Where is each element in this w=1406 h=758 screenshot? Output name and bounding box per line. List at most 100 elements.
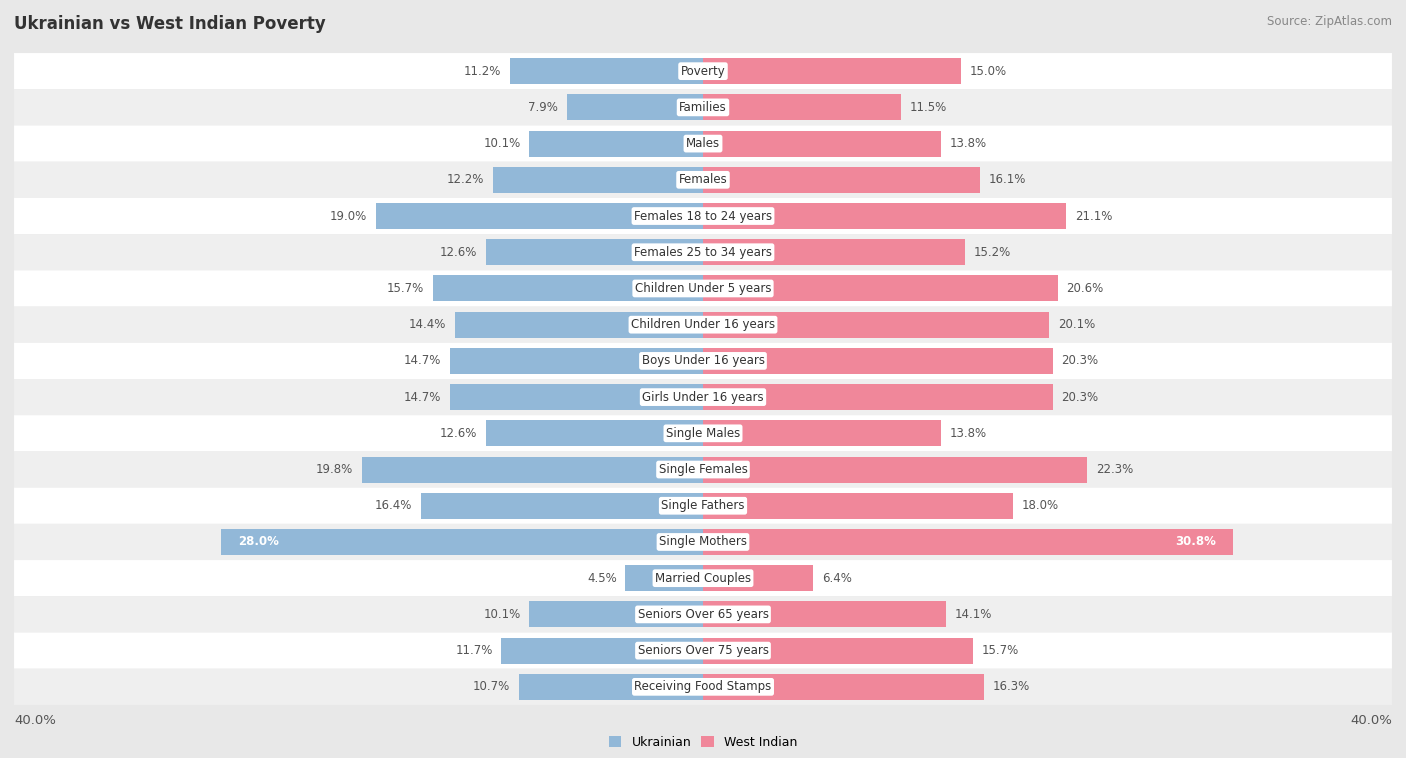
Bar [510,58,703,84]
Bar [567,94,703,121]
Bar [456,312,703,338]
Text: 14.7%: 14.7% [404,355,441,368]
Bar [420,493,703,518]
Text: 18.0%: 18.0% [1022,500,1059,512]
Bar [703,348,1053,374]
Bar [703,240,965,265]
Text: Seniors Over 65 years: Seniors Over 65 years [637,608,769,621]
Legend: Ukrainian, West Indian: Ukrainian, West Indian [605,731,801,754]
FancyBboxPatch shape [14,669,1392,705]
Bar [529,601,703,628]
Text: 13.8%: 13.8% [949,427,987,440]
Text: Boys Under 16 years: Boys Under 16 years [641,355,765,368]
FancyBboxPatch shape [14,560,1392,597]
FancyBboxPatch shape [14,452,1392,487]
Bar [703,384,1053,410]
Text: Poverty: Poverty [681,64,725,77]
Bar [361,456,703,483]
Bar [703,637,973,664]
Text: Seniors Over 75 years: Seniors Over 75 years [637,644,769,657]
Bar [703,312,1049,338]
FancyBboxPatch shape [14,161,1392,198]
Text: Girls Under 16 years: Girls Under 16 years [643,390,763,403]
Bar [703,203,1066,229]
FancyBboxPatch shape [14,198,1392,234]
Text: 7.9%: 7.9% [529,101,558,114]
Bar [486,420,703,446]
Bar [626,565,703,591]
Bar [703,420,941,446]
FancyBboxPatch shape [14,53,1392,89]
FancyBboxPatch shape [14,306,1392,343]
Text: 10.1%: 10.1% [484,137,520,150]
Text: 15.7%: 15.7% [981,644,1019,657]
Text: 19.0%: 19.0% [330,209,367,223]
Text: Ukrainian vs West Indian Poverty: Ukrainian vs West Indian Poverty [14,15,326,33]
Text: Receiving Food Stamps: Receiving Food Stamps [634,681,772,694]
Text: Single Fathers: Single Fathers [661,500,745,512]
Bar [529,130,703,157]
Text: 11.2%: 11.2% [464,64,502,77]
FancyBboxPatch shape [14,343,1392,379]
Text: Females 18 to 24 years: Females 18 to 24 years [634,209,772,223]
Text: 10.7%: 10.7% [472,681,510,694]
Text: 20.1%: 20.1% [1057,318,1095,331]
Text: 12.2%: 12.2% [447,174,484,186]
FancyBboxPatch shape [14,89,1392,126]
Text: 19.8%: 19.8% [316,463,353,476]
Text: 20.3%: 20.3% [1062,390,1098,403]
Text: 30.8%: 30.8% [1175,535,1216,549]
Bar [486,240,703,265]
Text: 6.4%: 6.4% [823,572,852,584]
Text: Males: Males [686,137,720,150]
Bar [703,167,980,193]
Bar [703,94,901,121]
Bar [375,203,703,229]
Text: 15.7%: 15.7% [387,282,425,295]
Text: Females 25 to 34 years: Females 25 to 34 years [634,246,772,258]
Bar [433,275,703,302]
Text: 11.7%: 11.7% [456,644,494,657]
Text: 14.4%: 14.4% [409,318,446,331]
Bar [703,493,1012,518]
Bar [703,565,813,591]
Text: 4.5%: 4.5% [588,572,617,584]
FancyBboxPatch shape [14,415,1392,452]
Text: Single Males: Single Males [666,427,740,440]
FancyBboxPatch shape [14,597,1392,632]
FancyBboxPatch shape [14,524,1392,560]
FancyBboxPatch shape [14,379,1392,415]
Bar [703,58,962,84]
FancyBboxPatch shape [14,487,1392,524]
FancyBboxPatch shape [14,126,1392,161]
Text: 22.3%: 22.3% [1095,463,1133,476]
Bar [703,674,984,700]
Bar [450,348,703,374]
Text: 40.0%: 40.0% [14,714,56,727]
Text: Children Under 5 years: Children Under 5 years [634,282,772,295]
Text: 14.7%: 14.7% [404,390,441,403]
Bar [703,601,946,628]
Text: 15.2%: 15.2% [973,246,1011,258]
Text: Married Couples: Married Couples [655,572,751,584]
Text: 21.1%: 21.1% [1076,209,1112,223]
Text: Females: Females [679,174,727,186]
Bar [703,529,1233,555]
Bar [221,529,703,555]
Text: 12.6%: 12.6% [440,246,478,258]
Text: Source: ZipAtlas.com: Source: ZipAtlas.com [1267,15,1392,28]
Bar [703,130,941,157]
Bar [703,275,1057,302]
Text: 40.0%: 40.0% [1350,714,1392,727]
Text: Families: Families [679,101,727,114]
FancyBboxPatch shape [14,632,1392,669]
FancyBboxPatch shape [14,234,1392,271]
Text: 14.1%: 14.1% [955,608,991,621]
Text: 20.6%: 20.6% [1066,282,1104,295]
Text: 10.1%: 10.1% [484,608,520,621]
Text: 11.5%: 11.5% [910,101,946,114]
Text: 16.3%: 16.3% [993,681,1029,694]
Text: 13.8%: 13.8% [949,137,987,150]
Bar [494,167,703,193]
Text: 16.4%: 16.4% [374,500,412,512]
